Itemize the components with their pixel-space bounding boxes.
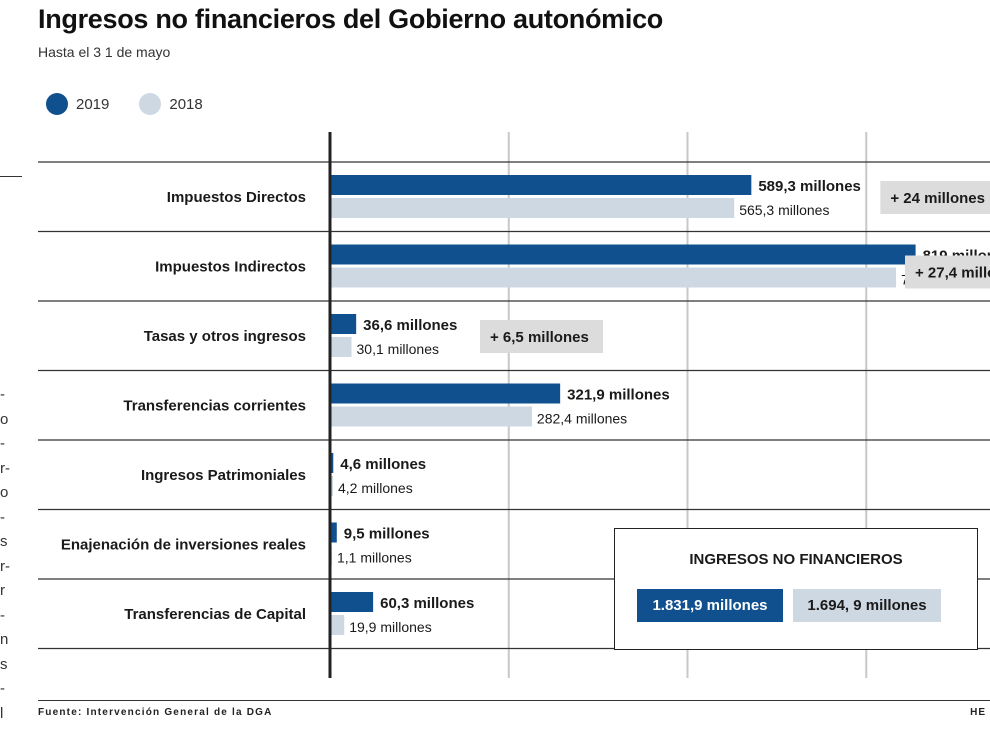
- legend-swatch-2019: [46, 93, 68, 115]
- total-2018-badge: 1.694, 9 millones: [793, 589, 941, 622]
- margin-fragment: l: [0, 704, 4, 722]
- legend: 2019 2018: [46, 93, 233, 115]
- margin-fragment: n: [0, 631, 9, 648]
- margin-fragment: o: [0, 410, 9, 428]
- data-label-2019: 321,9 millones: [567, 387, 670, 404]
- bar-2019: [330, 314, 357, 334]
- margin-fragment: o: [0, 484, 9, 501]
- credit-note: HE: [970, 707, 986, 718]
- bar-2018: [330, 476, 334, 496]
- data-label-2019: 9,5 millones: [344, 526, 430, 543]
- difference-badge: [880, 181, 990, 214]
- bar-2019: [330, 244, 916, 265]
- data-label-2018: 282,4 millones: [537, 411, 627, 427]
- margin-fragment: r-: [0, 459, 10, 477]
- chart-title: Ingresos no financieros del Gobierno aut…: [38, 4, 663, 34]
- data-label-2019: 589,3 millones: [758, 178, 861, 195]
- bar-2018: [330, 615, 345, 635]
- legend-item-2019: 2019: [46, 93, 109, 115]
- margin-fragment: s: [0, 533, 8, 550]
- category-label: Enajenación de inversiones reales: [61, 536, 306, 553]
- bar-2019: [330, 522, 337, 543]
- data-label-2018: 4,2 millones: [338, 480, 413, 496]
- margin-fragment: -: [0, 508, 5, 526]
- legend-swatch-2018: [139, 93, 162, 115]
- data-label-2018: 565,3 millones: [739, 202, 829, 218]
- data-label-2019: 60,3 millones: [380, 595, 474, 612]
- category-label: Transferencias corrientes: [123, 397, 306, 414]
- margin-fragment: r: [0, 582, 5, 599]
- bar-chart: Impuestos Directos 589,3 millones 565,3 mi…: [38, 132, 990, 678]
- margin-fragment: -: [0, 386, 5, 403]
- difference-label: + 6,5 millones: [490, 329, 589, 346]
- chart-subtitle: Hasta el 3 1 de mayo: [38, 44, 171, 60]
- category-label: Ingresos Patrimoniales: [141, 467, 306, 484]
- bar-2019: [330, 383, 561, 404]
- totals-title: INGRESOS NO FINANCIEROS: [689, 551, 903, 568]
- bar-2019: [330, 453, 334, 473]
- difference-badge: [480, 320, 603, 353]
- margin-rule: [0, 176, 22, 177]
- data-label-2018: 19,9 millones: [349, 619, 432, 635]
- legend-label-2018: 2018: [169, 95, 203, 113]
- category-label: Impuestos Directos: [167, 189, 306, 206]
- category-label: Tasas y otros ingresos: [144, 328, 306, 345]
- category-label: Impuestos Indirectos: [155, 258, 306, 275]
- margin-fragment: r-: [0, 557, 10, 575]
- bar-2018: [330, 337, 352, 357]
- margin-fragment: -: [0, 680, 5, 697]
- data-label-2018: 30,1 millones: [357, 341, 440, 357]
- data-label-2019: 36,6 millones: [363, 317, 457, 334]
- bar-2018: [330, 267, 896, 288]
- data-label-2018: 1,1 millones: [337, 550, 412, 566]
- margin-fragment: -: [0, 606, 5, 624]
- difference-badge: [905, 255, 990, 289]
- footer-rule: [38, 700, 990, 701]
- bar-2018: [330, 198, 735, 218]
- legend-item-2018: 2018: [139, 93, 203, 115]
- margin-fragment: -: [0, 435, 5, 452]
- difference-label: + 27,4 millones: [915, 265, 990, 282]
- totals-box: INGRESOS NO FINANCIEROS 1.831,9 millones…: [614, 528, 978, 650]
- legend-label-2019: 2019: [76, 95, 110, 113]
- bar-2019: [330, 175, 752, 195]
- category-label: Transferencias de Capital: [124, 606, 306, 623]
- margin-fragment: s: [0, 655, 8, 673]
- source-note: Fuente: Intervención General de la DGA: [38, 707, 273, 718]
- bar-2018: [330, 406, 532, 427]
- bar-2019: [330, 592, 374, 612]
- data-label-2019: 4,6 millones: [340, 456, 426, 473]
- total-2019-badge: 1.831,9 millones: [637, 589, 783, 622]
- difference-label: + 24 millones: [890, 190, 985, 207]
